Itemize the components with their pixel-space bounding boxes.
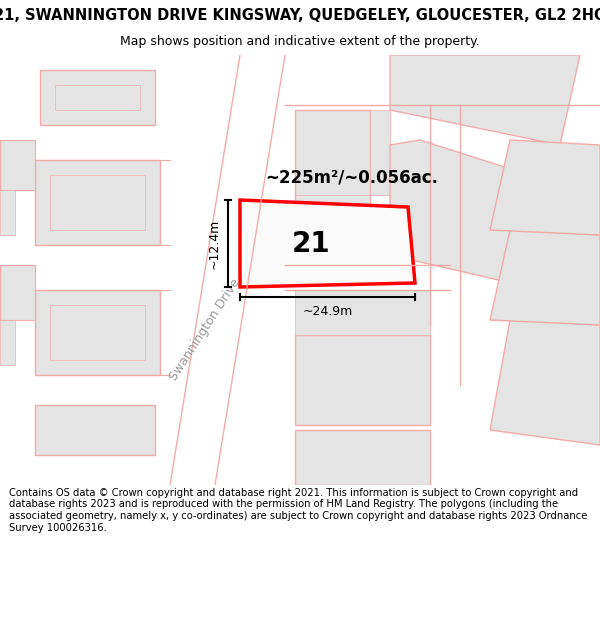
Polygon shape (295, 110, 370, 255)
Polygon shape (50, 305, 145, 360)
Polygon shape (295, 290, 430, 335)
Text: 21: 21 (292, 230, 330, 258)
Text: 21, SWANNINGTON DRIVE KINGSWAY, QUEDGELEY, GLOUCESTER, GL2 2HQ: 21, SWANNINGTON DRIVE KINGSWAY, QUEDGELE… (0, 8, 600, 23)
Polygon shape (295, 335, 430, 425)
Polygon shape (170, 55, 285, 485)
Polygon shape (55, 85, 140, 110)
Polygon shape (240, 200, 415, 287)
Polygon shape (40, 70, 155, 125)
Polygon shape (0, 190, 15, 235)
Polygon shape (0, 265, 35, 320)
Polygon shape (285, 55, 600, 105)
Polygon shape (295, 430, 430, 485)
Polygon shape (490, 320, 600, 445)
Text: Swannington Drive: Swannington Drive (167, 277, 243, 383)
Polygon shape (35, 405, 155, 455)
Text: Contains OS data © Crown copyright and database right 2021. This information is : Contains OS data © Crown copyright and d… (9, 488, 587, 532)
Polygon shape (390, 55, 580, 145)
Polygon shape (35, 290, 160, 375)
Polygon shape (35, 160, 160, 245)
Polygon shape (0, 320, 15, 365)
Polygon shape (370, 110, 390, 195)
Polygon shape (490, 140, 600, 235)
Polygon shape (0, 140, 35, 190)
Text: Map shows position and indicative extent of the property.: Map shows position and indicative extent… (120, 35, 480, 48)
Polygon shape (490, 230, 600, 325)
Text: ~225m²/~0.056ac.: ~225m²/~0.056ac. (265, 169, 438, 187)
Polygon shape (50, 175, 145, 230)
Polygon shape (390, 140, 545, 285)
Text: ~24.9m: ~24.9m (302, 305, 353, 318)
Text: ~12.4m: ~12.4m (208, 218, 221, 269)
Polygon shape (285, 265, 450, 290)
Polygon shape (430, 105, 460, 325)
